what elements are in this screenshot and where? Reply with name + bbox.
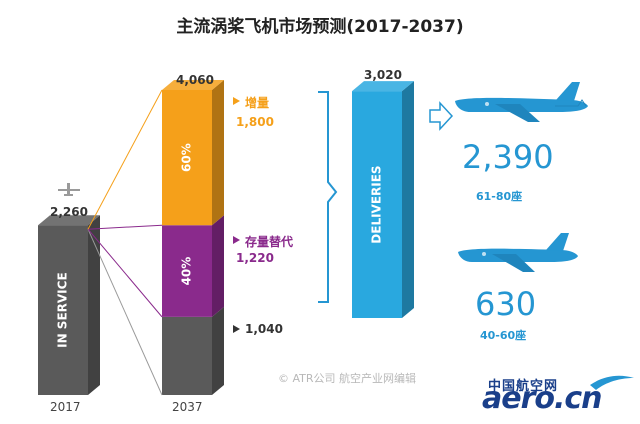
legend-replacement-value: 1,220 [236, 251, 274, 265]
delivery-bracket [318, 91, 338, 303]
breakdown-seats-2: 40-60座 [480, 329, 527, 342]
connector-line-in-service [87, 229, 163, 396]
pointer-increment-icon [233, 97, 240, 105]
bar-deliveries-label: DELIVERIES [370, 165, 384, 243]
image-credit: © ATR公司 航空产业网编辑 [278, 372, 417, 385]
bar-2017-label: IN SERVICE [56, 272, 70, 348]
connector-line-increment-top [87, 89, 163, 230]
logo-chinese: 中国航空网 [488, 379, 559, 394]
deliveries-total: 3,020 [364, 68, 402, 82]
small-plane-icon [58, 183, 80, 196]
bar-2037-share-label-2: 40% [180, 257, 194, 286]
logo-english: aero.cn [482, 381, 603, 416]
x-tick-label-2037: 2037 [172, 400, 203, 414]
bar-2037-segment-1 [162, 306, 224, 395]
bar-2037-segment-2 [162, 215, 224, 317]
connector-line-replacement-bottom [87, 228, 163, 318]
bar-deliveries [352, 81, 414, 318]
bar-2037-segment-3 [162, 80, 224, 226]
connector-line-replacement-top [87, 224, 163, 230]
pointer-inservice-icon [233, 325, 240, 333]
tick-label-2037-total: 4,060 [176, 73, 214, 87]
tick-label-2017-total: 2,260 [50, 205, 88, 219]
breakdown-seats-1: 61-80座 [476, 190, 523, 203]
x-tick-label-2017: 2017 [50, 400, 81, 414]
legend-increment-name: 增量 [245, 96, 270, 110]
turboprop-plane-icon [458, 233, 578, 272]
bar-2017-in-service [38, 215, 100, 395]
bar-2037-share-label-3: 60% [180, 143, 194, 172]
breakdown-value-2: 630 [475, 285, 537, 323]
turboprop-plane-icon [455, 82, 588, 122]
chart-title: 主流涡桨飞机市场预测(2017-2037) [176, 17, 464, 37]
pointer-replacement-icon [233, 236, 240, 244]
breakdown-value-1: 2,390 [462, 138, 554, 176]
logo-swoosh-icon [590, 375, 634, 390]
arrow-right-icon [429, 101, 454, 131]
legend-replacement-name: 存量替代 [245, 235, 294, 249]
legend-increment-value: 1,800 [236, 115, 274, 129]
legend-inservice-value: 1,040 [245, 322, 283, 336]
